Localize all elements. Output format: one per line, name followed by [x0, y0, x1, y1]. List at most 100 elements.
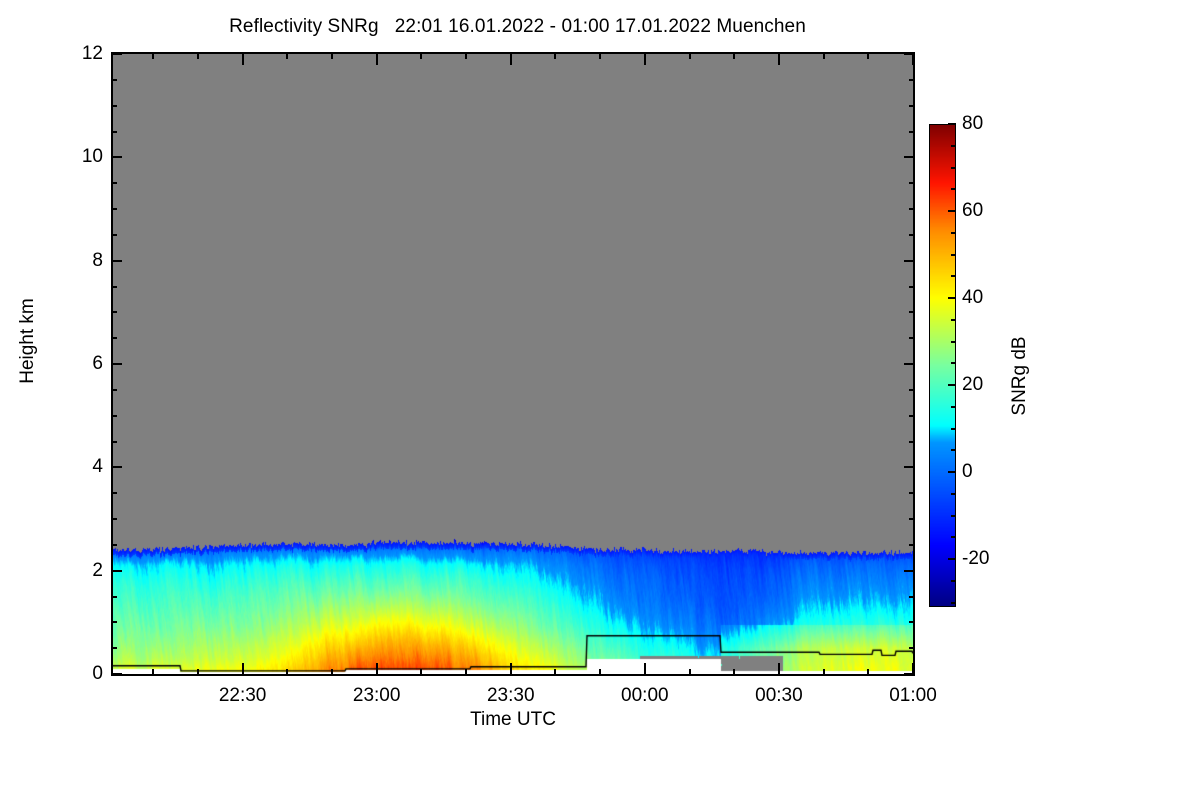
- x-axis-major-tick-top: [777, 52, 780, 65]
- colorbar-tick-label: 20: [962, 374, 984, 396]
- y-axis-minor-tick-right: [909, 543, 915, 546]
- y-axis-minor-tick: [111, 543, 117, 546]
- x-axis-label: Time UTC: [470, 709, 556, 730]
- x-axis-tick-label: 01:00: [889, 685, 937, 706]
- y-axis-major-tick-right: [904, 259, 915, 262]
- y-axis-minor-tick-right: [909, 233, 915, 236]
- y-axis-minor-tick-right: [909, 595, 915, 598]
- x-axis-major-tick: [509, 663, 512, 676]
- colorbar: [929, 124, 956, 607]
- colorbar-major-tick: [948, 123, 956, 125]
- y-axis-minor-tick-right: [909, 388, 915, 391]
- y-axis-major-tick: [111, 466, 122, 469]
- y-axis-minor-tick-right: [909, 647, 915, 650]
- colorbar-minor-tick: [951, 231, 956, 234]
- colorbar-tick-label: 80: [962, 113, 984, 134]
- x-axis-major-tick: [643, 663, 646, 676]
- x-axis-minor-tick-top: [152, 52, 155, 59]
- y-axis-tick-label: 2: [92, 559, 103, 581]
- y-axis-major-tick-right: [904, 466, 915, 469]
- y-axis-minor-tick: [111, 492, 117, 495]
- colorbar-minor-tick: [951, 275, 956, 278]
- y-axis-minor-tick-right: [909, 130, 915, 133]
- y-axis-minor-tick: [111, 208, 117, 210]
- colorbar-tick-label: 40: [962, 287, 984, 309]
- y-axis-minor-tick-right: [909, 311, 915, 314]
- y-axis-minor-tick: [111, 104, 117, 107]
- x-axis-minor-tick: [688, 669, 691, 676]
- x-axis-tick-label: 00:00: [621, 685, 669, 706]
- x-axis-minor-tick: [152, 669, 155, 676]
- y-axis-minor-tick-right: [909, 621, 915, 624]
- y-axis-minor-tick-right: [909, 104, 915, 107]
- y-axis-minor-tick: [111, 621, 117, 624]
- colorbar-minor-tick: [951, 427, 956, 430]
- x-axis-minor-tick: [465, 669, 468, 676]
- y-axis-minor-tick-right: [909, 440, 915, 443]
- y-axis-minor-tick: [111, 518, 117, 520]
- colorbar-minor-tick: [951, 166, 956, 169]
- colorbar-label: SNRg dB: [1009, 336, 1030, 416]
- y-axis-minor-tick: [111, 388, 117, 391]
- y-axis-tick-labels: 0 2 4 6 8 10 12: [55, 0, 103, 800]
- x-axis-major-tick: [241, 663, 244, 676]
- y-axis-major-tick: [111, 156, 122, 159]
- colorbar-major-tick: [948, 471, 956, 474]
- y-axis-minor-tick-right: [909, 78, 915, 81]
- y-axis-major-tick-right: [904, 156, 915, 159]
- colorbar-major-tick: [948, 558, 956, 561]
- colorbar-minor-tick: [951, 144, 956, 147]
- y-axis-major-tick-right: [904, 363, 915, 365]
- y-axis-minor-tick: [111, 647, 117, 650]
- y-axis-tick-label: 10: [81, 146, 103, 168]
- colorbar-minor-tick: [951, 536, 956, 539]
- y-axis-minor-tick: [111, 414, 117, 417]
- x-axis-minor-tick-top: [286, 52, 289, 59]
- x-axis-minor-tick-top: [822, 52, 825, 59]
- x-axis-major-tick: [912, 663, 914, 676]
- y-axis-tick-label: 8: [92, 249, 103, 271]
- y-axis-tick-label: 6: [92, 353, 103, 374]
- x-axis-minor-tick: [554, 669, 557, 676]
- y-axis-minor-tick-right: [909, 337, 915, 340]
- x-axis-minor-tick: [599, 669, 602, 676]
- colorbar-minor-tick: [951, 340, 956, 343]
- y-axis-minor-tick-right: [909, 285, 915, 288]
- x-axis-minor-tick-top: [688, 52, 691, 59]
- x-axis-minor-tick-top: [554, 52, 557, 59]
- colorbar-minor-tick: [951, 362, 956, 365]
- colorbar-tick-label: 0: [962, 461, 973, 483]
- y-axis-tick-label: 4: [92, 456, 103, 478]
- y-axis-tick-label: 0: [92, 663, 103, 684]
- y-axis-minor-tick-right: [909, 208, 915, 210]
- x-axis-minor-tick-top: [599, 52, 602, 59]
- x-axis-minor-tick: [420, 669, 423, 676]
- x-axis-tick-label: 23:00: [352, 685, 401, 706]
- heatmap-plot-area: [111, 52, 915, 676]
- y-axis-minor-tick: [111, 337, 117, 340]
- y-axis-minor-tick: [111, 233, 117, 236]
- y-axis-major-tick: [111, 53, 122, 55]
- colorbar-gradient: [930, 125, 955, 606]
- colorbar-minor-tick: [951, 449, 956, 452]
- x-axis-minor-tick-top: [196, 52, 199, 59]
- x-axis-minor-tick: [286, 669, 289, 676]
- colorbar-minor-tick: [951, 601, 956, 604]
- colorbar-minor-tick: [951, 514, 956, 517]
- x-axis-tick-label: 23:30: [486, 685, 535, 706]
- colorbar-minor-tick: [951, 318, 956, 321]
- x-axis-tick-label: 22:30: [218, 685, 267, 706]
- colorbar-major-tick: [948, 297, 956, 300]
- y-axis-minor-tick-right: [909, 414, 915, 417]
- colorbar-tick-label: -20: [962, 548, 990, 570]
- y-axis-tick-label: 12: [81, 43, 103, 64]
- x-axis-minor-tick: [196, 669, 199, 676]
- colorbar-tick-label: 60: [962, 200, 984, 222]
- y-axis-major-tick-right: [904, 53, 915, 55]
- x-axis-minor-tick: [867, 669, 870, 676]
- page-title: Reflectivity SNRg 22:01 16.01.2022 - 01:…: [229, 16, 806, 37]
- x-axis-major-tick-top: [241, 52, 244, 65]
- y-axis-major-tick: [111, 363, 122, 365]
- colorbar-minor-tick: [951, 492, 956, 495]
